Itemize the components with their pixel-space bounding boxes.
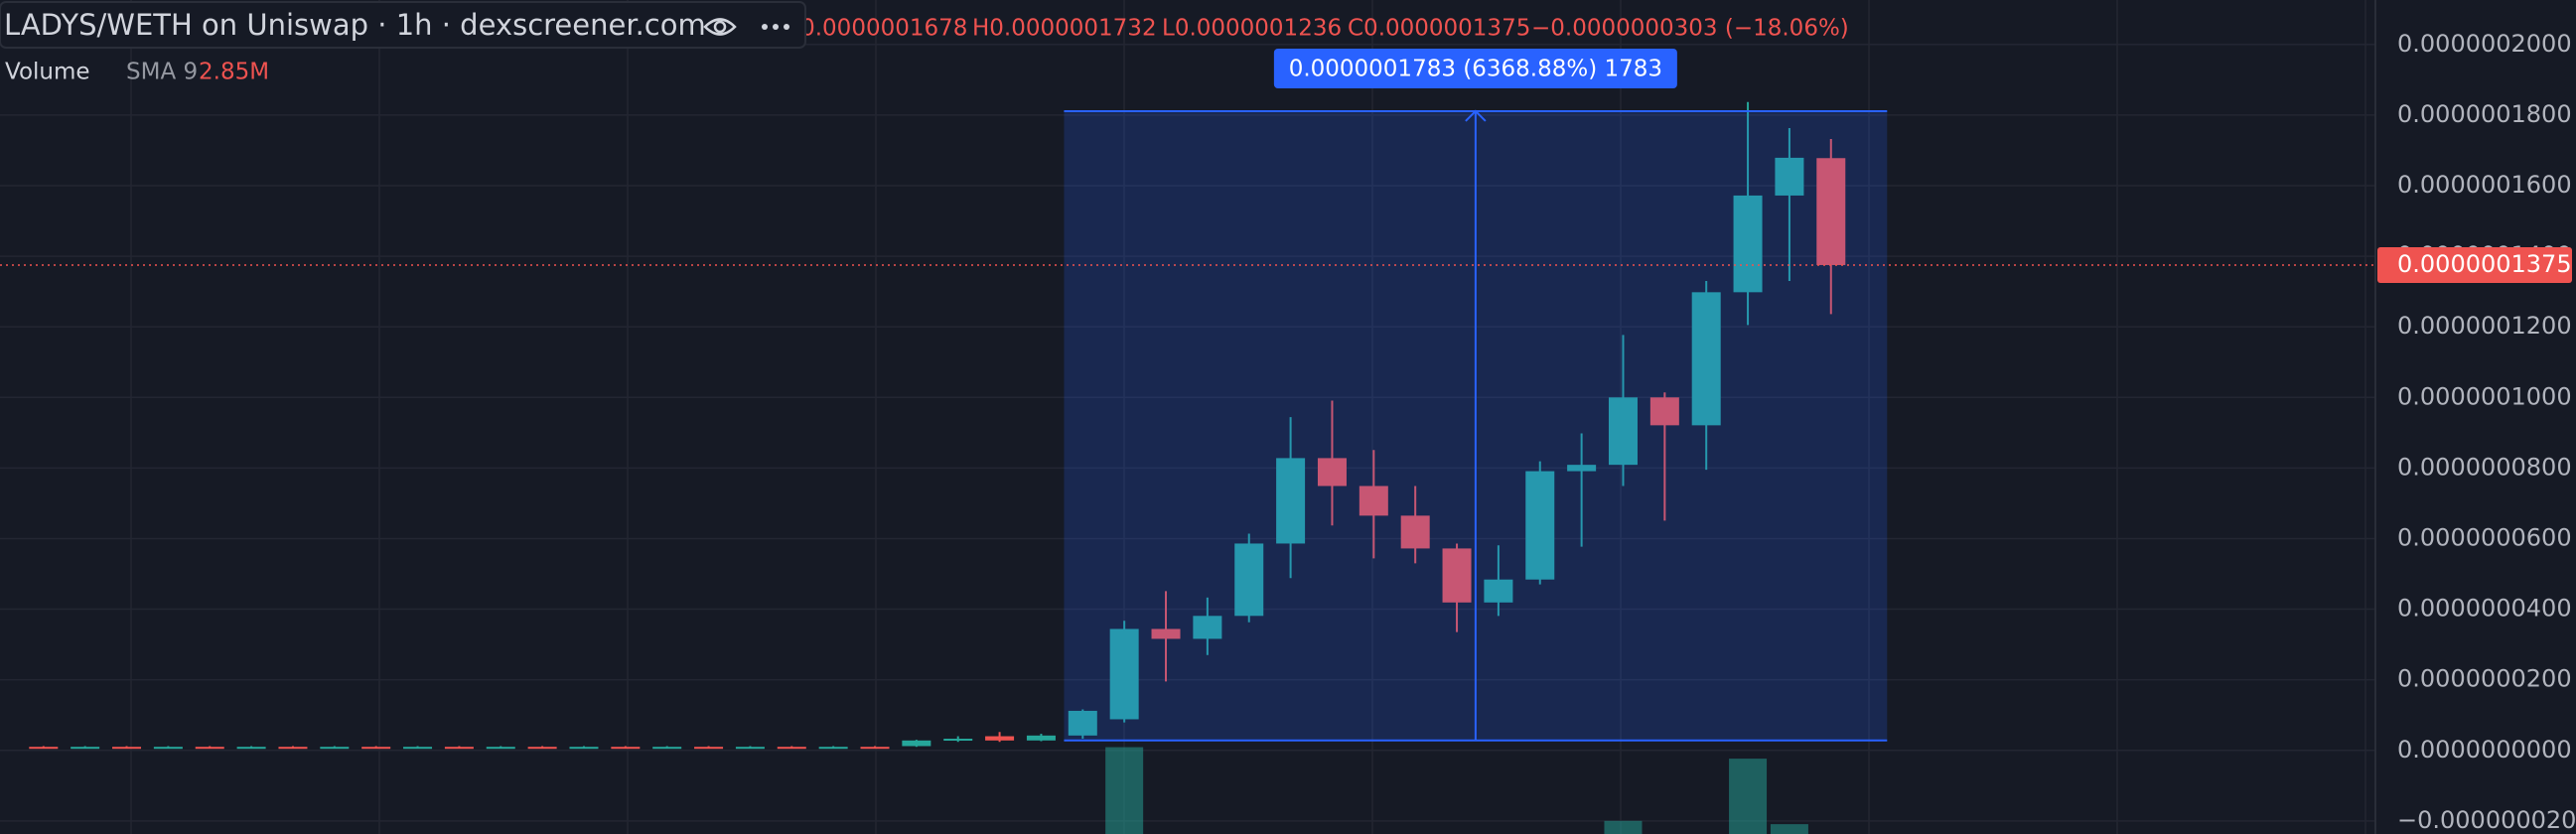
y-tick-label: 0.0000000800 xyxy=(2397,453,2572,481)
candle-body xyxy=(320,747,350,750)
last-price-tag xyxy=(2377,246,2572,283)
candle-body xyxy=(1109,628,1139,720)
candle-body xyxy=(652,747,682,750)
candle-body xyxy=(1234,543,1264,617)
candle-body xyxy=(1026,735,1056,741)
more-icon[interactable] xyxy=(762,24,789,30)
candle-body xyxy=(1816,158,1846,265)
legend-header: O0.0000001678 H0.0000001732 L0.000000123… xyxy=(0,1,1849,85)
candle-body xyxy=(1442,548,1472,603)
close-label: C0.0000001375 xyxy=(1348,16,1530,42)
candle-body xyxy=(694,747,724,750)
sma-label: SMA 9 xyxy=(126,60,198,85)
candle-body xyxy=(985,736,1015,741)
volume-bar xyxy=(1729,759,1768,834)
measure-arrow-head xyxy=(1465,109,1487,122)
change-label: −0.0000000303 (−18.06%) xyxy=(1531,16,1849,42)
candle-body xyxy=(1193,616,1222,639)
low-label: L0.0000001236 xyxy=(1162,16,1342,42)
sma-value: 2.85M xyxy=(199,60,269,85)
candle-body xyxy=(860,747,890,750)
candle-body xyxy=(29,747,59,750)
candle-body xyxy=(902,740,931,747)
candle-body xyxy=(195,747,224,750)
volume-label: Volume xyxy=(5,60,90,85)
candle-body xyxy=(943,739,973,742)
candle-body xyxy=(1400,515,1430,549)
candle-body xyxy=(1276,458,1306,544)
candle-body xyxy=(1775,157,1804,196)
candle-body xyxy=(403,747,433,750)
candle-body xyxy=(444,747,474,750)
volume-bar xyxy=(1604,820,1643,834)
y-tick-label: 0.0000002000 xyxy=(2397,30,2572,58)
measure-label-box xyxy=(1273,49,1677,88)
price-axis: 0.0000002000 0.0000001800 0.0000001600 0.00… xyxy=(2377,30,2576,834)
grid xyxy=(0,0,2375,834)
y-tick-label: −0.0000000200 xyxy=(2397,806,2576,834)
last-price-label: 0.0000001375 xyxy=(2397,250,2572,278)
y-tick-label: 0.0000000600 xyxy=(2397,523,2572,551)
candle-body xyxy=(777,747,806,750)
candle-body xyxy=(361,747,391,750)
high-label: H0.0000001732 xyxy=(972,16,1157,42)
overlay: 0.0000001783 (6368.88%) 1783 xyxy=(0,49,2375,742)
y-tick-label: 0.0000000200 xyxy=(2397,665,2572,693)
title-box[interactable] xyxy=(0,1,806,49)
y-tick-label: 0.0000001800 xyxy=(2397,100,2572,128)
candle-body xyxy=(1484,579,1513,603)
candle-body xyxy=(236,747,266,750)
candle-body xyxy=(611,747,641,750)
candle-body xyxy=(1068,710,1097,736)
plot xyxy=(29,101,1846,834)
candle-body xyxy=(735,747,765,750)
candle-body xyxy=(527,747,557,750)
volume-bar xyxy=(1770,824,1808,834)
measure-label: 0.0000001783 (6368.88%) 1783 xyxy=(1289,57,1662,82)
candle-body xyxy=(112,747,142,750)
y-tick-label: 0.0000001000 xyxy=(2397,382,2572,410)
candle-body xyxy=(1608,397,1638,466)
volume-bar xyxy=(1105,747,1144,834)
open-label: O0.0000001678 xyxy=(783,16,967,42)
candle-body xyxy=(1151,628,1181,639)
candle-body xyxy=(486,747,515,750)
candle-body xyxy=(1649,397,1679,426)
eye-icon[interactable] xyxy=(703,18,737,36)
y-tick-label: 0.0000001200 xyxy=(2397,312,2572,340)
candle-body xyxy=(1359,486,1388,516)
candle-body xyxy=(1691,292,1721,426)
candle-body xyxy=(71,747,100,750)
candle-body xyxy=(1525,471,1555,580)
candle-body xyxy=(278,747,308,750)
candle-body xyxy=(1317,458,1347,486)
candle-body xyxy=(818,747,848,750)
candle-body xyxy=(569,747,599,750)
y-tick-label: 0.0000000400 xyxy=(2397,595,2572,623)
y-tick-label: 0.0000001600 xyxy=(2397,171,2572,199)
chart-title: LADYS/WETH on Uniswap · 1h · dexscreener… xyxy=(4,8,706,42)
y-tick-label: 0.0000000000 xyxy=(2397,736,2572,764)
candle-body xyxy=(153,747,183,750)
candle-body xyxy=(1567,465,1597,472)
candle-body xyxy=(1733,195,1763,293)
